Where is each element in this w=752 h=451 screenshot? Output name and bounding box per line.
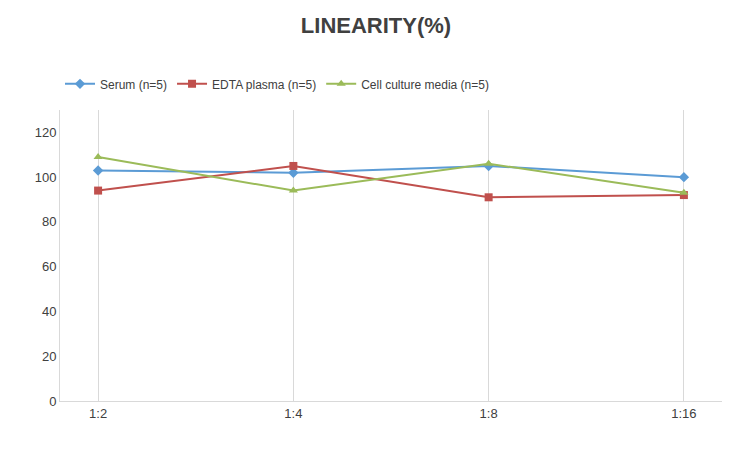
svg-text:1:4: 1:4 xyxy=(284,406,302,421)
svg-text:0: 0 xyxy=(49,394,56,409)
svg-text:1:16: 1:16 xyxy=(671,406,696,421)
svg-text:20: 20 xyxy=(42,349,56,364)
svg-text:LINEARITY(%): LINEARITY(%) xyxy=(301,13,451,38)
svg-text:1:2: 1:2 xyxy=(89,406,107,421)
svg-text:40: 40 xyxy=(42,304,56,319)
svg-text:1:8: 1:8 xyxy=(480,406,498,421)
svg-text:Serum (n=5): Serum (n=5) xyxy=(100,78,167,92)
svg-text:Cell culture media (n=5): Cell culture media (n=5) xyxy=(361,78,489,92)
svg-text:80: 80 xyxy=(42,214,56,229)
svg-text:60: 60 xyxy=(42,259,56,274)
svg-text:100: 100 xyxy=(35,170,57,185)
svg-text:EDTA plasma (n=5): EDTA plasma (n=5) xyxy=(212,78,316,92)
svg-text:120: 120 xyxy=(35,125,57,140)
